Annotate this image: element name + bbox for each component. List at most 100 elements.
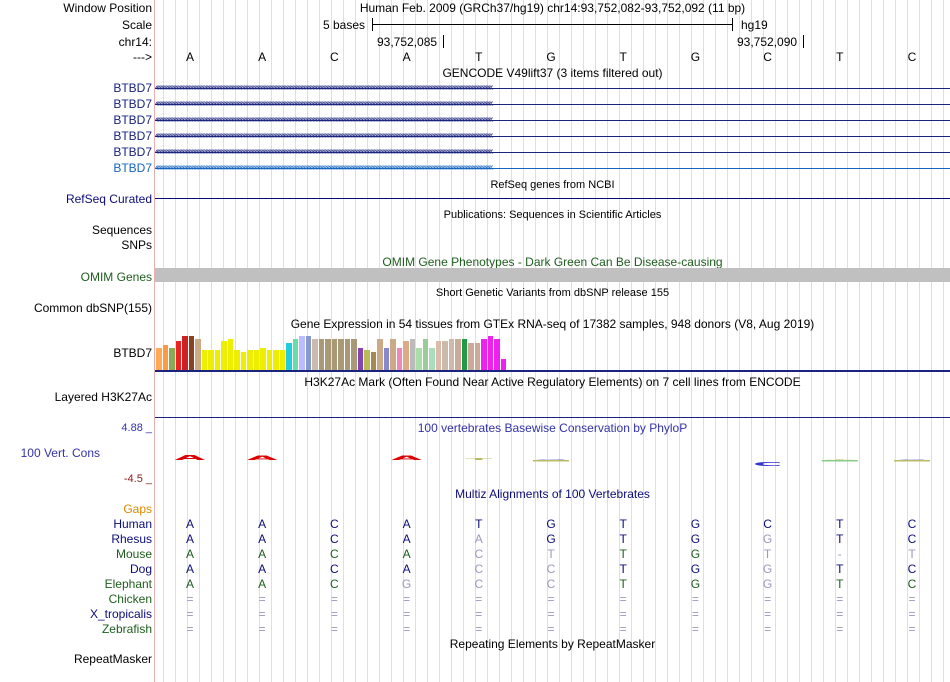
- gtex-tissue-bar[interactable]: [481, 339, 487, 370]
- gtex-tissue-bar[interactable]: [201, 350, 208, 370]
- gtex-tissue-bar[interactable]: [208, 350, 214, 370]
- gencode-gene-label-3[interactable]: BTBD7: [113, 113, 152, 127]
- phylop-label[interactable]: 100 Vert. Cons: [20, 446, 100, 460]
- gtex-tissue-bar[interactable]: [247, 350, 253, 370]
- gtex-tissue-bar[interactable]: [351, 339, 357, 370]
- gtex-tissue-bar[interactable]: [383, 348, 390, 370]
- gtex-tissue-bar[interactable]: [390, 339, 396, 370]
- gtex-tissue-bar[interactable]: [182, 336, 188, 370]
- gtex-tissue-bar[interactable]: [338, 339, 344, 370]
- gtex-tissue-bar[interactable]: [448, 339, 455, 370]
- gtex-tissue-bar[interactable]: [344, 339, 351, 370]
- publications-snps-label[interactable]: SNPs: [121, 238, 152, 252]
- gtex-tissue-bar[interactable]: [305, 336, 312, 370]
- gtex-tissue-bar[interactable]: [364, 350, 370, 370]
- species-label[interactable]: Dog: [129, 562, 152, 576]
- publications-sequences-label[interactable]: Sequences: [91, 223, 152, 237]
- species-label[interactable]: Human: [113, 517, 152, 531]
- species-label[interactable]: Chicken: [108, 592, 152, 606]
- species-label[interactable]: Elephant: [104, 577, 152, 591]
- gtex-tissue-bar[interactable]: [409, 339, 416, 370]
- gencode-gene-label-6[interactable]: BTBD7: [113, 161, 152, 175]
- gencode-gene-model[interactable]: ‹‹‹‹‹‹‹‹‹‹‹‹‹‹‹‹‹‹‹‹‹‹‹‹‹‹‹‹‹‹‹‹‹‹‹‹‹‹‹‹…: [155, 113, 950, 127]
- gtex-tissue-bar[interactable]: [422, 339, 429, 370]
- gtex-tissue-bar[interactable]: [286, 343, 292, 370]
- gtex-tissue-bar[interactable]: [318, 339, 325, 370]
- gtex-tissue-bar[interactable]: [227, 339, 234, 370]
- gtex-tissue-bar[interactable]: [474, 343, 481, 370]
- gtex-tissue-bar[interactable]: [468, 343, 474, 370]
- gtex-tissue-bar[interactable]: [377, 339, 383, 370]
- refseq-title[interactable]: RefSeq genes from NCBI: [490, 179, 615, 191]
- h3k27ac-title[interactable]: H3K27Ac Mark (Often Found Near Active Re…: [304, 375, 801, 389]
- gtex-tissue-bar[interactable]: [325, 339, 331, 370]
- omim-title[interactable]: OMIM Gene Phenotypes - Dark Green Can Be…: [382, 255, 723, 269]
- gencode-gene-model[interactable]: ‹‹‹‹‹‹‹‹‹‹‹‹‹‹‹‹‹‹‹‹‹‹‹‹‹‹‹‹‹‹‹‹‹‹‹‹‹‹‹‹…: [155, 97, 950, 111]
- multiz-gaps-label[interactable]: Gaps: [123, 502, 152, 516]
- gtex-tissue-bar[interactable]: [312, 339, 318, 370]
- gtex-tissue-bar[interactable]: [279, 350, 286, 370]
- gtex-tissue-bar[interactable]: [234, 350, 240, 370]
- gtex-tissue-bar[interactable]: [435, 341, 442, 370]
- gtex-bar-chart[interactable]: [155, 333, 950, 371]
- gtex-tissue-bar[interactable]: [253, 350, 260, 370]
- gtex-title[interactable]: Gene Expression in 54 tissues from GTEx …: [290, 317, 815, 331]
- gtex-tissue-bar[interactable]: [331, 339, 338, 370]
- gtex-tissue-bar[interactable]: [195, 339, 201, 370]
- phylop-logo-track[interactable]: A A A T G C T C: [155, 438, 950, 478]
- gencode-gene-label-2[interactable]: BTBD7: [113, 97, 152, 111]
- strand-arrow-label[interactable]: --->: [133, 50, 152, 64]
- gtex-tissue-bar[interactable]: [162, 345, 169, 370]
- multiz-title[interactable]: Multiz Alignments of 100 Vertebrates: [455, 487, 650, 501]
- dbsnp-title[interactable]: Short Genetic Variants from dbSNP releas…: [435, 287, 670, 299]
- gtex-tissue-bar[interactable]: [416, 348, 422, 370]
- gencode-gene-model[interactable]: ‹‹‹‹‹‹‹‹‹‹‹‹‹‹‹‹‹‹‹‹‹‹‹‹‹‹‹‹‹‹‹‹‹‹‹‹‹‹‹‹…: [155, 145, 950, 159]
- gtex-tissue-bar[interactable]: [156, 348, 162, 370]
- omim-label[interactable]: OMIM Genes: [80, 270, 152, 284]
- gtex-tissue-bar[interactable]: [266, 350, 273, 370]
- scale-label[interactable]: Scale: [121, 18, 152, 32]
- gtex-tissue-bar[interactable]: [260, 348, 266, 370]
- track-data-panel[interactable]: Human Feb. 2009 (GRCh37/hg19) chr14:93,7…: [155, 0, 950, 682]
- gtex-label[interactable]: BTBD7: [113, 346, 152, 360]
- gtex-tissue-bar[interactable]: [396, 348, 403, 370]
- gtex-tissue-bar[interactable]: [429, 348, 435, 370]
- gtex-tissue-bar[interactable]: [169, 348, 175, 370]
- gencode-gene-model[interactable]: ‹‹‹‹‹‹‹‹‹‹‹‹‹‹‹‹‹‹‹‹‹‹‹‹‹‹‹‹‹‹‹‹‹‹‹‹‹‹‹‹…: [155, 129, 950, 143]
- dbsnp-label[interactable]: Common dbSNP(155): [33, 301, 152, 315]
- window-position-label[interactable]: Window Position: [63, 1, 152, 15]
- gtex-tissue-bar[interactable]: [461, 339, 468, 370]
- chrom-label[interactable]: chr14:: [118, 35, 152, 49]
- gencode-gene-label-5[interactable]: BTBD7: [113, 145, 152, 159]
- gtex-tissue-bar[interactable]: [188, 336, 195, 370]
- gtex-tissue-bar[interactable]: [273, 350, 279, 370]
- repeatmasker-title[interactable]: Repeating Elements by RepeatMasker: [449, 637, 656, 651]
- gtex-tissue-bar[interactable]: [442, 341, 448, 370]
- gencode-gene-label-1[interactable]: BTBD7: [113, 81, 152, 95]
- refseq-label[interactable]: RefSeq Curated: [65, 192, 152, 206]
- gencode-title[interactable]: GENCODE V49lift37 (3 items filtered out): [442, 66, 663, 80]
- gencode-gene-label-4[interactable]: BTBD7: [113, 129, 152, 143]
- species-label[interactable]: Mouse: [115, 547, 152, 561]
- gtex-tissue-bar[interactable]: [455, 339, 461, 370]
- gtex-tissue-bar[interactable]: [175, 341, 182, 370]
- h3k27ac-label[interactable]: Layered H3K27Ac: [54, 390, 152, 404]
- gtex-tissue-bar[interactable]: [370, 352, 377, 370]
- gtex-tissue-bar[interactable]: [214, 350, 221, 370]
- omim-gene-bar[interactable]: [155, 268, 950, 282]
- publications-title[interactable]: Publications: Sequences in Scientific Ar…: [443, 209, 662, 221]
- species-label[interactable]: Rhesus: [111, 532, 152, 546]
- gtex-tissue-bar[interactable]: [221, 341, 227, 370]
- species-label[interactable]: X_tropicalis: [89, 607, 152, 621]
- gtex-tissue-bar[interactable]: [487, 336, 494, 370]
- phylop-title[interactable]: 100 vertebrates Basewise Conservation by…: [417, 421, 688, 435]
- gtex-tissue-bar[interactable]: [500, 359, 507, 370]
- gtex-tissue-bar[interactable]: [240, 352, 247, 370]
- gtex-tissue-bar[interactable]: [403, 341, 409, 370]
- gencode-gene-model[interactable]: ‹‹‹‹‹‹‹‹‹‹‹‹‹‹‹‹‹‹‹‹‹‹‹‹‹‹‹‹‹‹‹‹‹‹‹‹‹‹‹‹…: [155, 81, 950, 95]
- gtex-tissue-bar[interactable]: [494, 339, 500, 370]
- gtex-tissue-bar[interactable]: [299, 336, 305, 370]
- species-label[interactable]: Zebrafish: [101, 622, 152, 636]
- gtex-tissue-bar[interactable]: [292, 339, 299, 370]
- repeatmasker-label[interactable]: RepeatMasker: [73, 652, 152, 666]
